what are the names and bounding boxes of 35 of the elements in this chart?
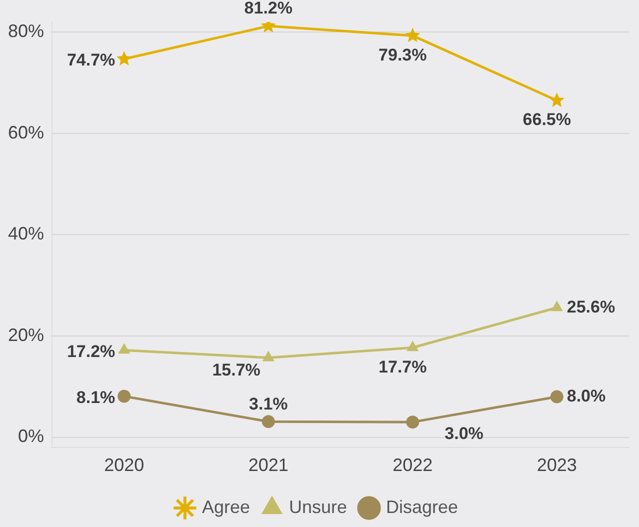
point [406, 416, 420, 429]
legend-label: Disagree [386, 496, 458, 517]
data-label: 25.6% [566, 297, 616, 316]
point [550, 390, 564, 404]
point [116, 50, 132, 66]
point [406, 341, 418, 352]
data-label: 8.1% [76, 388, 116, 407]
point [262, 351, 274, 362]
data-label: 74.7% [66, 50, 116, 70]
y-tick-label: 80% [8, 21, 44, 42]
point [118, 344, 130, 354]
data-label: 8.0% [566, 386, 606, 406]
point [551, 301, 563, 312]
point [405, 28, 420, 42]
point [118, 390, 131, 403]
data-label: 17.2% [66, 342, 116, 361]
data-label: 81.2% [244, 0, 292, 18]
data-label: 66.5% [522, 110, 571, 130]
data-label: 17.7% [378, 357, 427, 376]
x-tick-label: 2023 [536, 455, 577, 476]
legend-label: Agree [202, 496, 250, 517]
point [262, 415, 275, 428]
y-tick-label: 0% [18, 426, 44, 446]
data-label: 15.7% [212, 360, 260, 380]
data-label: 3.1% [249, 394, 288, 414]
legend-label: Unsure [288, 496, 348, 517]
x-tick-label: 2020 [104, 455, 144, 476]
y-tick-label: 20% [8, 324, 44, 345]
point [549, 92, 564, 107]
y-tick-label: 40% [8, 224, 44, 244]
y-tick-label: 60% [8, 122, 44, 142]
x-tick-label: 2022 [392, 455, 433, 476]
data-label: 79.3% [378, 45, 427, 64]
data-label: 3.0% [444, 424, 484, 443]
x-tick-label: 2021 [248, 455, 288, 476]
